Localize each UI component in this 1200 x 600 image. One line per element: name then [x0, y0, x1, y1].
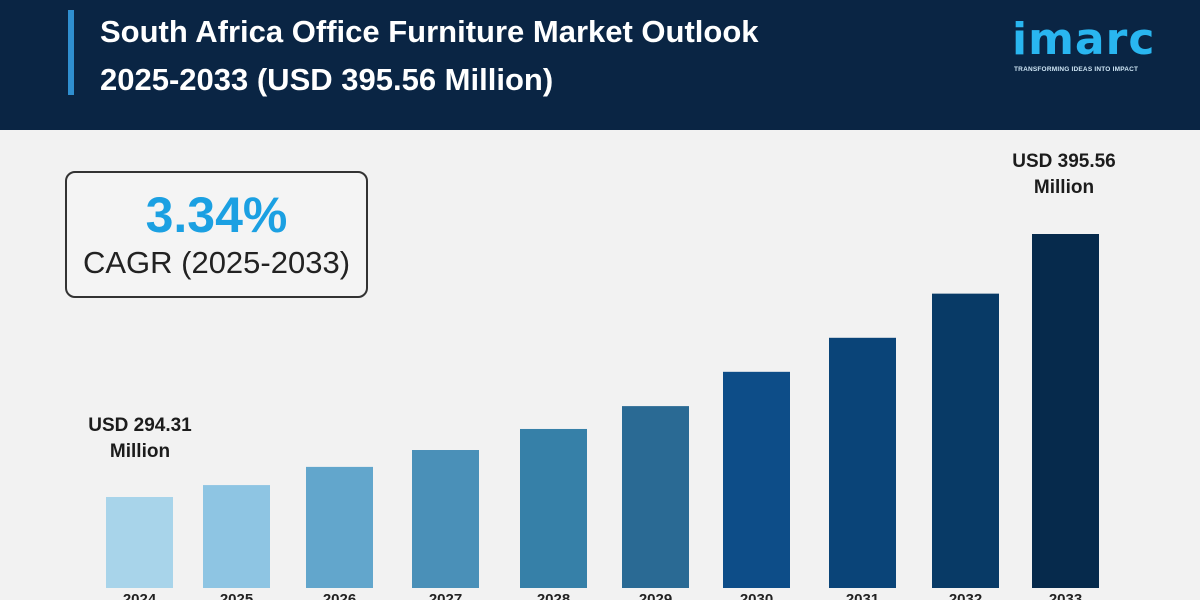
cagr-box: 3.34% CAGR (2025-2033): [65, 171, 368, 298]
header-banner: South Africa Office Furniture Market Out…: [0, 0, 1200, 130]
x-tick-label-2025: 2025: [220, 591, 253, 600]
title-line-2: 2025-2033 (USD 395.56 Million): [100, 62, 554, 97]
x-tick-label-2032: 2032: [949, 591, 982, 600]
bar-2027: [412, 450, 479, 588]
x-tick-label-2024: 2024: [123, 591, 157, 600]
x-tick-label-2028: 2028: [537, 591, 570, 600]
imarc-logo: imarc TRANSFORMING IDEAS INTO IMPACT: [1012, 8, 1172, 78]
bar-2025: [203, 485, 270, 588]
title-accent-bar: [68, 10, 74, 95]
bar-2024: [106, 497, 173, 588]
x-tick-label-2030: 2030: [740, 591, 773, 600]
x-tick-label-2033: 2033: [1049, 591, 1082, 600]
end-value-line-2: Million: [1033, 177, 1095, 198]
start-value-line-2: Million: [109, 441, 171, 462]
bar-2033: [1032, 234, 1099, 588]
bar-2028: [520, 428, 587, 588]
start-value-line-1: USD 294.31: [88, 415, 192, 436]
x-tick-label-2027: 2027: [429, 591, 462, 600]
bar-2029: [622, 406, 689, 588]
title-line-1: South Africa Office Furniture Market Out…: [100, 14, 759, 49]
start-value-label: USD 294.31 Million: [60, 413, 220, 465]
bar-2030: [723, 371, 790, 588]
cagr-label: CAGR (2025-2033): [82, 245, 351, 280]
chart-title: South Africa Office Furniture Market Out…: [100, 8, 759, 104]
cagr-value: 3.34%: [145, 187, 288, 243]
end-value-label: USD 395.56 Million: [984, 149, 1144, 201]
bar-2032: [932, 293, 999, 588]
logo-tagline: TRANSFORMING IDEAS INTO IMPACT: [1014, 66, 1139, 73]
x-tick-label-2029: 2029: [639, 591, 672, 600]
end-value-line-1: USD 395.56: [1012, 151, 1116, 172]
x-tick-label-2031: 2031: [846, 591, 879, 600]
logo-word: imarc: [1012, 14, 1156, 65]
bar-2031: [829, 337, 896, 588]
x-tick-label-2026: 2026: [323, 591, 356, 600]
bar-2026: [306, 466, 373, 588]
